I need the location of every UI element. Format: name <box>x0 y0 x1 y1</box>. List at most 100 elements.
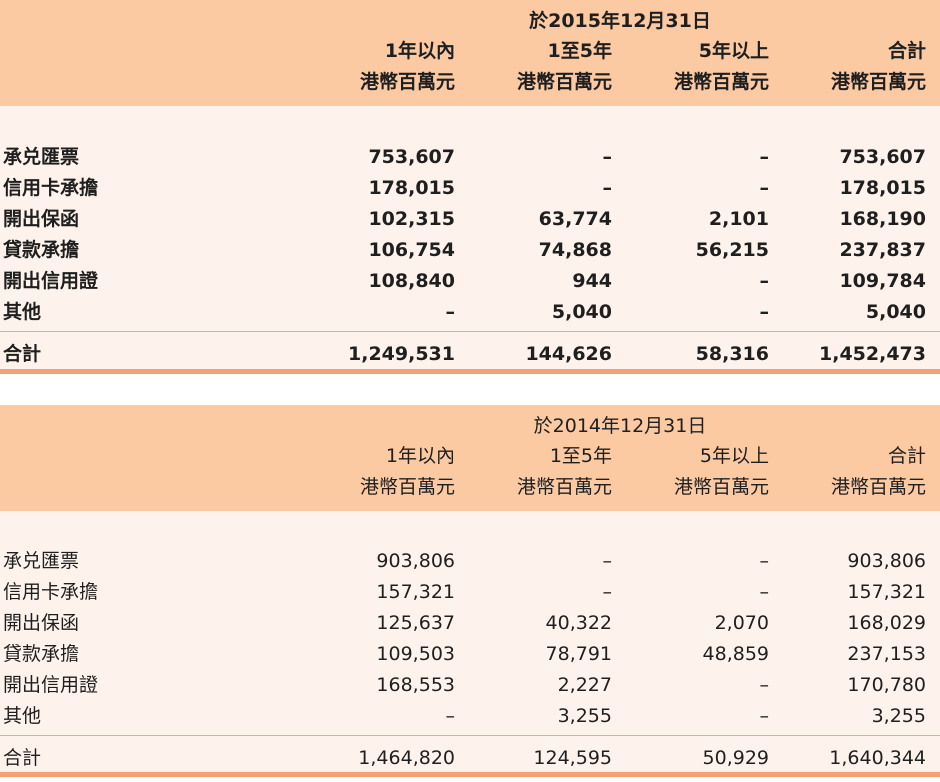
table-header-band <box>0 405 940 511</box>
table-row: 開出信用證 168,553 2,227 – 170,780 <box>0 670 940 701</box>
cell-value: 48,859 <box>702 643 769 665</box>
column-header-unit: 港幣百萬元 <box>516 71 612 93</box>
cell-value: 178,015 <box>368 177 455 199</box>
column-header-unit: 港幣百萬元 <box>359 71 455 93</box>
row-label: 承兑匯票 <box>3 550 80 572</box>
table-row: 開出保函 102,315 63,774 2,101 168,190 <box>0 204 940 235</box>
cell-value: – <box>759 705 770 727</box>
cell-value: 2,070 <box>714 612 769 634</box>
cell-value: 237,153 <box>847 643 926 665</box>
cell-value: 168,190 <box>839 208 926 230</box>
cell-value: – <box>759 581 770 603</box>
row-label: 信用卡承擔 <box>3 581 99 603</box>
column-header-term: 5年以上 <box>699 445 769 467</box>
cell-value: 5,040 <box>865 301 926 323</box>
cell-value: – <box>759 270 770 292</box>
cell-value: 753,607 <box>839 146 926 168</box>
column-header-term: 1年以內 <box>384 40 455 62</box>
column-header: 5年以上 港幣百萬元 <box>619 36 769 98</box>
column-header-unit: 港幣百萬元 <box>359 476 455 498</box>
cell-value: 157,321 <box>376 581 455 603</box>
cell-value: 168,029 <box>847 612 926 634</box>
cell-value: – <box>602 146 613 168</box>
total-value: 1,249,531 <box>348 343 455 365</box>
total-row-band <box>0 735 940 772</box>
cell-value: 125,637 <box>376 612 455 634</box>
cell-value: – <box>445 301 456 323</box>
bottom-rule <box>0 772 940 777</box>
cell-value: 237,837 <box>839 239 926 261</box>
table-2014: 於2014年12月31日 1年以內 港幣百萬元 1至5年 港幣百萬元 5年以上 … <box>0 405 940 782</box>
cell-value: 903,806 <box>376 550 455 572</box>
row-label: 承兑匯票 <box>3 146 80 168</box>
column-header: 合計 港幣百萬元 <box>776 441 926 503</box>
column-header: 1年以內 港幣百萬元 <box>305 36 455 98</box>
column-header-unit: 港幣百萬元 <box>516 476 612 498</box>
total-value: 50,929 <box>702 747 769 769</box>
table-row: 貸款承擔 106,754 74,868 56,215 237,837 <box>0 235 940 266</box>
table-row: 信用卡承擔 178,015 – – 178,015 <box>0 173 940 204</box>
cell-value: 753,607 <box>368 146 455 168</box>
row-label: 其他 <box>3 301 42 323</box>
total-value: 144,626 <box>525 343 612 365</box>
row-label: 其他 <box>3 705 42 727</box>
cell-value: 78,791 <box>545 643 612 665</box>
column-header-term: 合計 <box>887 445 926 467</box>
cell-value: 944 <box>572 270 612 292</box>
cell-value: 178,015 <box>839 177 926 199</box>
cell-value: 109,503 <box>376 643 455 665</box>
period-heading: 於2014年12月31日 <box>533 415 707 437</box>
total-value: 124,595 <box>533 747 612 769</box>
table-row: 貸款承擔 109,503 78,791 48,859 237,153 <box>0 639 940 670</box>
column-header-unit: 港幣百萬元 <box>830 476 926 498</box>
table-body-band <box>0 511 940 735</box>
total-value: 58,316 <box>695 343 769 365</box>
column-header-unit: 港幣百萬元 <box>830 71 926 93</box>
cell-value: 157,321 <box>847 581 926 603</box>
cell-value: 2,227 <box>557 674 612 696</box>
cell-value: – <box>759 177 770 199</box>
cell-value: – <box>759 550 770 572</box>
cell-value: – <box>602 177 613 199</box>
cell-value: 170,780 <box>847 674 926 696</box>
cell-value: 3,255 <box>871 705 926 727</box>
row-label: 貸款承擔 <box>3 239 80 261</box>
total-label: 合計 <box>3 343 42 365</box>
cell-value: – <box>602 581 613 603</box>
table-header-band <box>0 0 940 106</box>
table-row: 其他 – 3,255 – 3,255 <box>0 701 940 732</box>
cell-value: 108,840 <box>368 270 455 292</box>
table-rows: 承兑匯票 903,806 – – 903,806 信用卡承擔 157,321 –… <box>0 546 940 732</box>
cell-value: 106,754 <box>368 239 455 261</box>
row-label: 開出保函 <box>3 208 80 230</box>
table-row: 信用卡承擔 157,321 – – 157,321 <box>0 577 940 608</box>
row-label: 信用卡承擔 <box>3 177 99 199</box>
row-label: 開出信用證 <box>3 674 99 696</box>
column-header: 合計 港幣百萬元 <box>776 36 926 98</box>
cell-value: – <box>759 301 770 323</box>
divider <box>0 735 940 736</box>
divider <box>0 331 940 332</box>
table-row: 開出信用證 108,840 944 – 109,784 <box>0 266 940 297</box>
table-rows: 承兑匯票 753,607 – – 753,607 信用卡承擔 178,015 –… <box>0 142 940 328</box>
column-header-term: 合計 <box>887 40 926 62</box>
column-header: 1年以內 港幣百萬元 <box>305 441 455 503</box>
cell-value: – <box>602 550 613 572</box>
column-header-term: 5年以上 <box>698 40 769 62</box>
total-value: 1,640,344 <box>829 747 926 769</box>
column-header-unit: 港幣百萬元 <box>673 71 769 93</box>
total-row: 合計 1,249,531 144,626 58,316 1,452,473 <box>0 339 940 370</box>
total-row: 合計 1,464,820 124,595 50,929 1,640,344 <box>0 743 940 774</box>
table-2015: 於2015年12月31日 1年以內 港幣百萬元 1至5年 港幣百萬元 5年以上 … <box>0 0 940 380</box>
cell-value: 5,040 <box>551 301 612 323</box>
cell-value: 3,255 <box>557 705 612 727</box>
period-heading: 於2015年12月31日 <box>529 10 711 32</box>
row-label: 貸款承擔 <box>3 643 80 665</box>
column-header: 5年以上 港幣百萬元 <box>619 441 769 503</box>
cell-value: 102,315 <box>368 208 455 230</box>
column-header-term: 1至5年 <box>549 445 612 467</box>
column-header: 1至5年 港幣百萬元 <box>462 441 612 503</box>
cell-value: 109,784 <box>839 270 926 292</box>
cell-value: – <box>759 674 770 696</box>
table-row: 承兑匯票 753,607 – – 753,607 <box>0 142 940 173</box>
